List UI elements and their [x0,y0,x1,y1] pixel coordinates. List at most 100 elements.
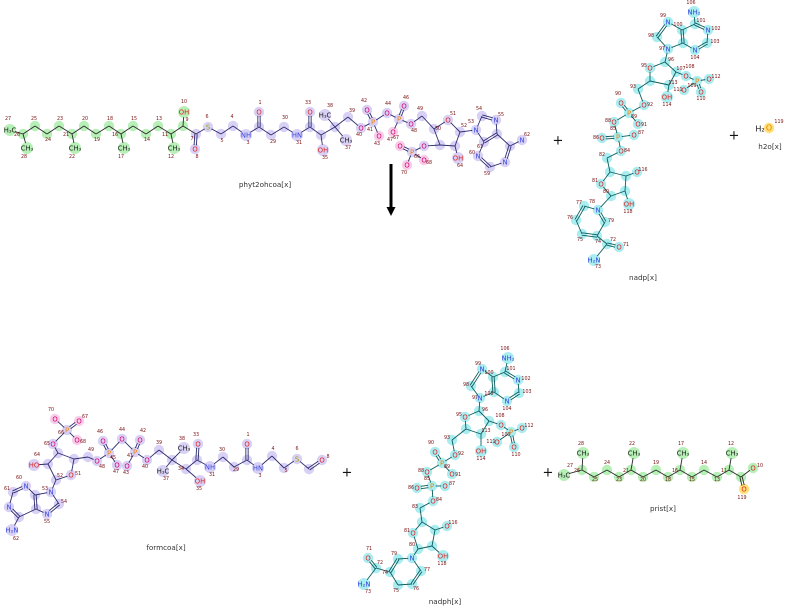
atom-number: 89 [631,114,637,120]
atom-highlight [595,178,607,190]
atom-number: 20 [640,477,646,483]
atom-highlight [28,459,40,471]
bond [367,113,371,120]
atom-number: 21 [623,468,629,474]
atom-label: CH₃ [340,136,353,144]
atom-highlight [381,107,393,119]
bond [54,447,59,454]
atom-number: 1 [258,100,261,106]
bond [491,377,494,393]
atom-number: 26 [14,132,20,138]
bond [427,144,441,147]
atom-number: 62 [13,536,19,542]
atom-number: 95 [641,63,647,69]
bond [55,432,65,442]
bond [728,458,732,471]
atom-number: 49 [88,447,94,453]
bond [581,234,597,238]
bond [403,146,410,150]
bond [600,195,612,208]
atom-highlight [373,130,385,142]
atom-label: O [76,417,81,425]
atom-number: 85 [424,476,430,482]
atom-label: H₂N [6,526,19,534]
bond [120,125,134,135]
atom-number: 20 [82,116,88,122]
bond [71,458,75,472]
atom-number: 18 [665,477,671,483]
atom-number: 68 [426,160,432,166]
atom-label: O [681,86,686,94]
bond [22,133,27,144]
atom-highlight [189,143,201,155]
atom-label: N [665,45,670,53]
bond [667,469,681,478]
atom-label: O [408,120,413,128]
bond [220,125,234,135]
bond [679,458,683,471]
atom-number: 43 [123,470,129,476]
atom-highlight [355,122,367,134]
atom-label: N [409,554,414,562]
atom-highlight [49,413,61,425]
atom-label: H₃C [157,467,170,475]
atom-highlight [592,204,604,216]
atom-highlight [319,109,331,121]
bond [469,371,480,386]
atom-label: O [50,440,55,448]
bond [493,376,496,392]
atom-number: 14 [144,137,150,143]
bond [504,372,515,380]
atom-label: H₃C [558,471,571,479]
atom-number: 110 [696,96,705,102]
atom-label: H₃C [319,111,332,119]
bond [320,126,336,136]
atom-number: 92 [458,451,464,457]
bond [185,459,198,470]
bond [320,134,323,145]
bond [283,460,295,469]
atom-highlight [304,106,316,118]
atom-label: O [364,106,369,114]
atom-highlight [474,392,486,404]
bond [655,469,669,478]
atom-number: 114 [662,102,671,108]
bond [132,125,147,135]
bond [412,571,423,585]
atom-label: N [595,206,600,214]
atom-number: 31 [296,140,302,146]
bond [682,29,685,43]
bond [444,465,450,472]
bond [83,125,97,135]
atom-label: N [479,365,484,373]
atom-number: 99 [475,361,481,367]
bond [261,455,273,465]
atom-highlight [73,415,85,427]
atom-number: 101 [506,366,515,372]
atom-label: OH [438,552,448,560]
atom-label: O [618,99,623,107]
atom-number: 101 [696,18,705,24]
bond [696,84,700,89]
bond [728,469,742,478]
bond [145,125,159,135]
bond [35,494,38,509]
bond [450,122,461,133]
atom-highlight [47,438,59,450]
bond [682,42,692,49]
atom-number: 89 [444,464,450,470]
atom-label: O [114,461,119,469]
atom-label: O [397,142,402,150]
atom-number: 42 [361,98,367,104]
atom-number: 53 [42,486,48,492]
atom-label: N [705,26,710,34]
atom-number: 108 [495,413,504,419]
atom-number: 108 [685,64,694,70]
bond [195,134,198,146]
atom-highlight [588,254,600,266]
atom-number: 91 [641,122,647,128]
atom-number: 1 [246,432,249,438]
bond [246,459,255,466]
atom-label: N [692,46,697,54]
